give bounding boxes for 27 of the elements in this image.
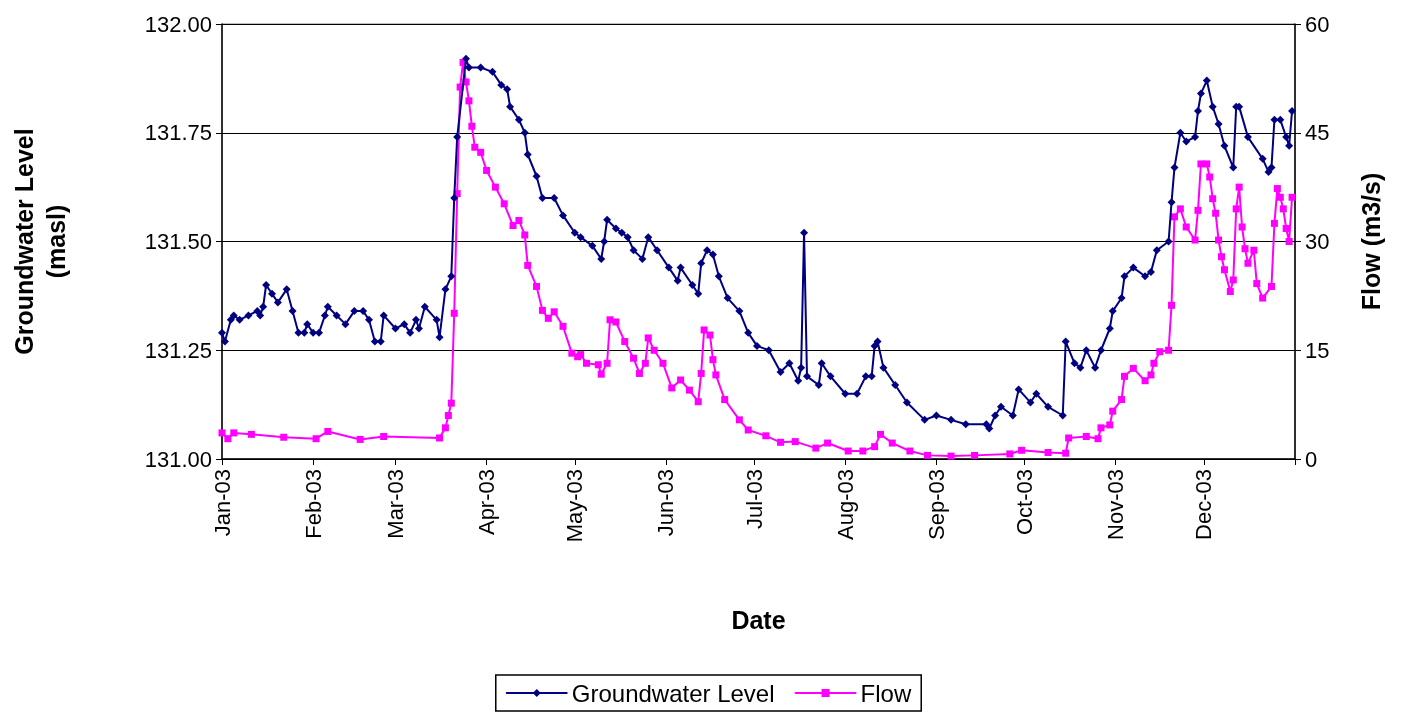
x-axis-title: Date bbox=[731, 606, 786, 634]
y2-tick-label: 45 bbox=[1305, 120, 1330, 146]
y-tick-label: 131.50 bbox=[144, 229, 212, 254]
y2-tick-label: 60 bbox=[1305, 11, 1330, 37]
x-tick-label: Jul-03 bbox=[741, 469, 767, 529]
x-tick-label: Dec-03 bbox=[1191, 469, 1217, 540]
y2-tick-label: 0 bbox=[1305, 446, 1318, 472]
x-tick-label: Sep-03 bbox=[923, 469, 949, 540]
y2-tick-label: 15 bbox=[1305, 337, 1330, 363]
y2-tick-label: 30 bbox=[1305, 229, 1330, 254]
y-tick-label: 132.00 bbox=[144, 11, 212, 37]
x-tick-label: Mar-03 bbox=[382, 469, 408, 539]
y2-axis-title: Flow (m3/s) bbox=[1357, 172, 1385, 311]
x-tick-label: Jan-03 bbox=[209, 469, 235, 537]
x-tick-label: Aug-03 bbox=[832, 469, 858, 540]
y-tick-label: 131.25 bbox=[144, 337, 212, 363]
x-tick-label: May-03 bbox=[562, 469, 588, 543]
x-tick-label: Apr-03 bbox=[474, 469, 500, 536]
y-tick-label: 131.75 bbox=[144, 120, 212, 146]
x-tick-label: Feb-03 bbox=[300, 469, 326, 539]
y-axis-title: Groundwater Level (masl) bbox=[10, 128, 70, 355]
x-tick-label: Jun-03 bbox=[653, 469, 679, 537]
x-tick-label: Nov-03 bbox=[1103, 469, 1129, 540]
legend-label: Groundwater Level bbox=[571, 679, 775, 707]
x-tick-label: Oct-03 bbox=[1012, 469, 1038, 536]
legend-label: Flow bbox=[860, 679, 912, 707]
y-tick-label: 131.00 bbox=[144, 446, 212, 472]
